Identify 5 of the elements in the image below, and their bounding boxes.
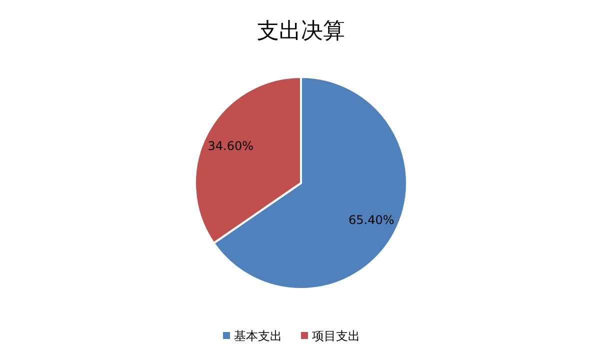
chart-title: 支出决算	[257, 19, 345, 44]
data-label: 34.60%	[208, 139, 254, 154]
legend-label: 基本支出	[234, 329, 282, 343]
legend-label: 项目支出	[312, 329, 360, 343]
data-label: 65.40%	[348, 212, 394, 227]
